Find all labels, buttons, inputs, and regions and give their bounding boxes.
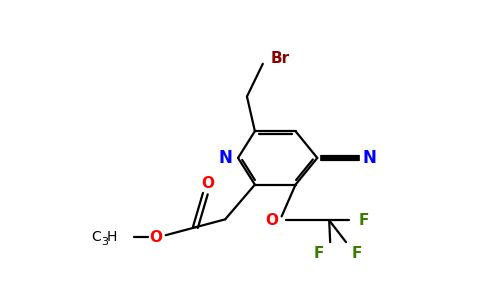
Text: H: H (107, 230, 118, 244)
Text: O: O (149, 230, 162, 245)
Text: 3: 3 (101, 237, 108, 247)
Text: Br: Br (271, 51, 290, 66)
Text: F: F (359, 213, 369, 228)
Text: N: N (218, 149, 232, 167)
Text: O: O (265, 213, 278, 228)
Text: O: O (201, 176, 214, 191)
Text: N: N (363, 149, 377, 167)
Text: F: F (352, 245, 362, 260)
Text: C: C (91, 230, 101, 244)
Text: F: F (314, 245, 324, 260)
